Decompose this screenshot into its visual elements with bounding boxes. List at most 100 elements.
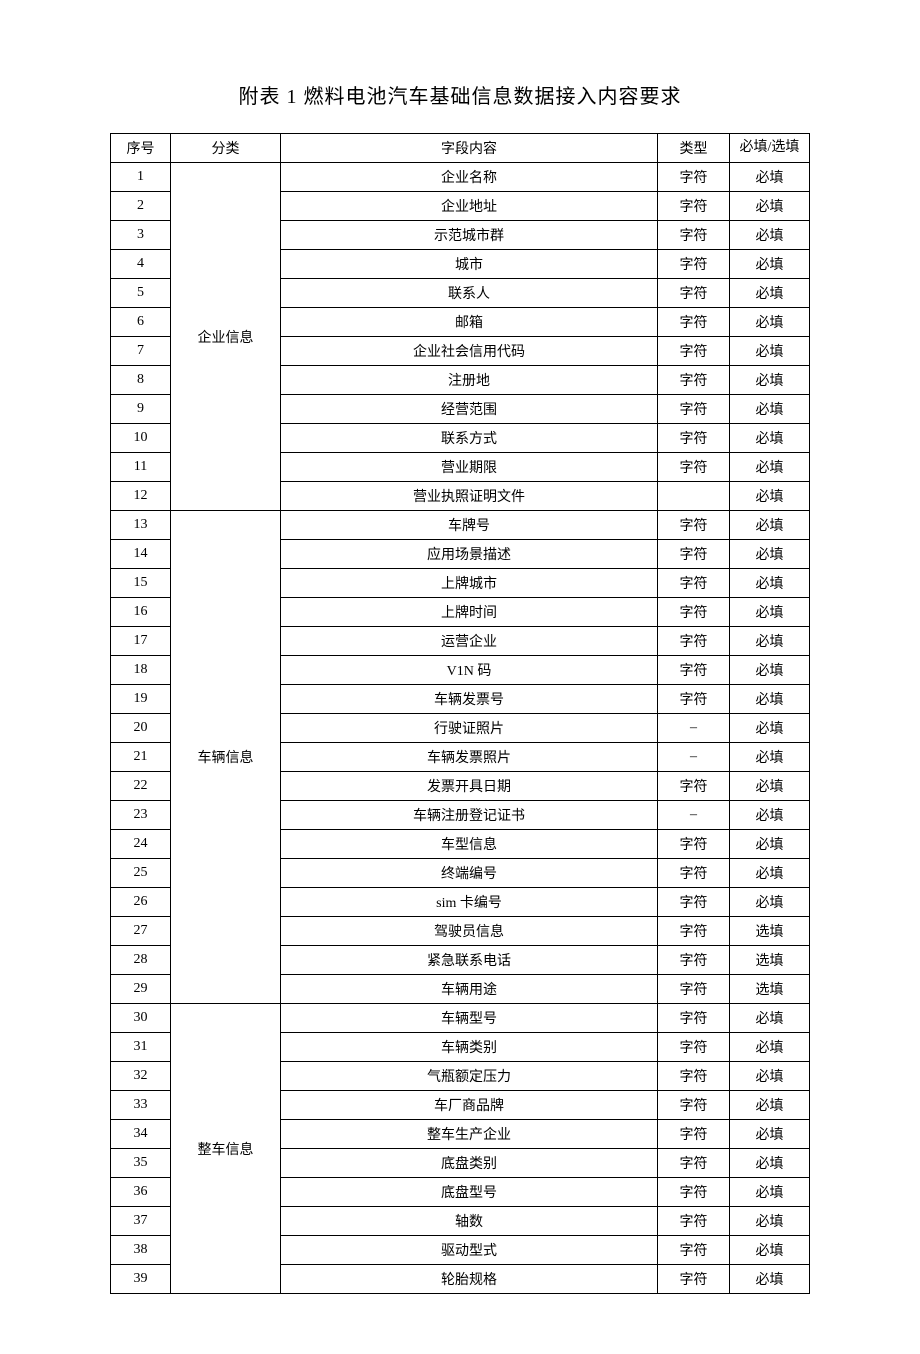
cell-required: 必填: [730, 221, 810, 250]
cell-field: 营业执照证明文件: [281, 482, 658, 511]
cell-type: 字符: [658, 1265, 730, 1294]
cell-seq: 5: [111, 279, 171, 308]
cell-field: 注册地: [281, 366, 658, 395]
cell-required: 必填: [730, 1120, 810, 1149]
cell-field: 底盘型号: [281, 1178, 658, 1207]
cell-type: –: [658, 714, 730, 743]
cell-field: 整车生产企业: [281, 1120, 658, 1149]
cell-field: 企业社会信用代码: [281, 337, 658, 366]
cell-required: 选填: [730, 946, 810, 975]
cell-type: 字符: [658, 366, 730, 395]
cell-field: sim 卡编号: [281, 888, 658, 917]
cell-type: 字符: [658, 192, 730, 221]
cell-field: 上牌时间: [281, 598, 658, 627]
cell-field: 示范城市群: [281, 221, 658, 250]
cell-required: 必填: [730, 1033, 810, 1062]
cell-required: 必填: [730, 743, 810, 772]
cell-type: 字符: [658, 830, 730, 859]
cell-seq: 27: [111, 917, 171, 946]
header-seq: 序号: [111, 134, 171, 163]
cell-seq: 11: [111, 453, 171, 482]
cell-required: 必填: [730, 279, 810, 308]
cell-seq: 3: [111, 221, 171, 250]
cell-field: 车辆用途: [281, 975, 658, 1004]
cell-required: 必填: [730, 888, 810, 917]
cell-seq: 13: [111, 511, 171, 540]
cell-type: 字符: [658, 598, 730, 627]
cell-category: 车辆信息: [171, 511, 281, 1004]
cell-category: 整车信息: [171, 1004, 281, 1294]
cell-field: 紧急联系电话: [281, 946, 658, 975]
cell-seq: 1: [111, 163, 171, 192]
cell-type: 字符: [658, 453, 730, 482]
cell-required: 必填: [730, 801, 810, 830]
cell-field: V1N 码: [281, 656, 658, 685]
cell-type: 字符: [658, 250, 730, 279]
cell-required: 必填: [730, 511, 810, 540]
cell-field: 运营企业: [281, 627, 658, 656]
cell-field: 营业期限: [281, 453, 658, 482]
cell-type: 字符: [658, 1033, 730, 1062]
cell-type: 字符: [658, 917, 730, 946]
cell-type: 字符: [658, 395, 730, 424]
cell-type: 字符: [658, 308, 730, 337]
cell-field: 经营范围: [281, 395, 658, 424]
cell-field: 上牌城市: [281, 569, 658, 598]
cell-seq: 22: [111, 772, 171, 801]
cell-required: 必填: [730, 598, 810, 627]
header-field: 字段内容: [281, 134, 658, 163]
cell-field: 车牌号: [281, 511, 658, 540]
cell-seq: 2: [111, 192, 171, 221]
cell-seq: 15: [111, 569, 171, 598]
table-body: 1企业信息企业名称字符必填2企业地址字符必填3示范城市群字符必填4城市字符必填5…: [111, 163, 810, 1294]
cell-required: 必填: [730, 337, 810, 366]
cell-type: 字符: [658, 163, 730, 192]
header-category: 分类: [171, 134, 281, 163]
cell-seq: 17: [111, 627, 171, 656]
cell-seq: 28: [111, 946, 171, 975]
cell-field: 行驶证照片: [281, 714, 658, 743]
cell-required: 必填: [730, 192, 810, 221]
cell-type: 字符: [658, 656, 730, 685]
cell-field: 轴数: [281, 1207, 658, 1236]
cell-seq: 29: [111, 975, 171, 1004]
table-row: 30整车信息车辆型号字符必填: [111, 1004, 810, 1033]
cell-seq: 8: [111, 366, 171, 395]
cell-type: 字符: [658, 1236, 730, 1265]
data-table: 序号 分类 字段内容 类型 必填/选填 1企业信息企业名称字符必填2企业地址字符…: [110, 133, 810, 1294]
cell-type: 字符: [658, 772, 730, 801]
cell-seq: 38: [111, 1236, 171, 1265]
cell-required: 必填: [730, 250, 810, 279]
cell-field: 车型信息: [281, 830, 658, 859]
cell-seq: 20: [111, 714, 171, 743]
cell-seq: 14: [111, 540, 171, 569]
cell-type: 字符: [658, 424, 730, 453]
cell-seq: 23: [111, 801, 171, 830]
cell-required: 必填: [730, 1178, 810, 1207]
cell-field: 车辆发票照片: [281, 743, 658, 772]
cell-required: 必填: [730, 163, 810, 192]
cell-field: 应用场景描述: [281, 540, 658, 569]
cell-field: 车辆型号: [281, 1004, 658, 1033]
cell-required: 必填: [730, 1004, 810, 1033]
cell-seq: 34: [111, 1120, 171, 1149]
cell-field: 联系人: [281, 279, 658, 308]
cell-type: 字符: [658, 1149, 730, 1178]
cell-type: –: [658, 801, 730, 830]
cell-field: 驱动型式: [281, 1236, 658, 1265]
cell-required: 必填: [730, 308, 810, 337]
cell-type: 字符: [658, 1207, 730, 1236]
cell-type: 字符: [658, 1120, 730, 1149]
header-type: 类型: [658, 134, 730, 163]
cell-required: 必填: [730, 1062, 810, 1091]
cell-seq: 9: [111, 395, 171, 424]
cell-field: 车辆注册登记证书: [281, 801, 658, 830]
cell-field: 邮箱: [281, 308, 658, 337]
cell-required: 必填: [730, 627, 810, 656]
cell-type: 字符: [658, 685, 730, 714]
table-row: 1企业信息企业名称字符必填: [111, 163, 810, 192]
cell-required: 必填: [730, 482, 810, 511]
cell-seq: 24: [111, 830, 171, 859]
cell-required: 必填: [730, 540, 810, 569]
cell-required: 必填: [730, 859, 810, 888]
